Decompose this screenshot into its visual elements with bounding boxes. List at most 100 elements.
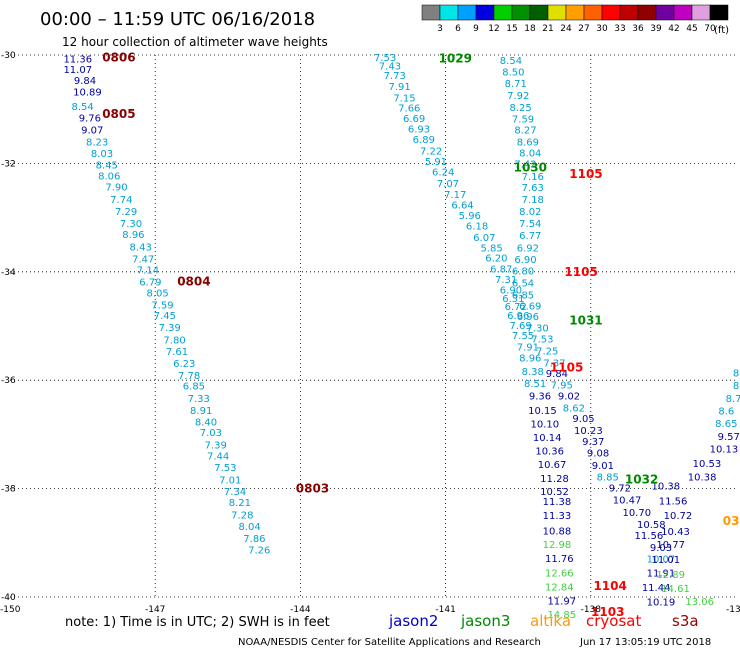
wave-height-label: 6.54 <box>512 279 534 290</box>
wave-height-label: 9.03 <box>650 543 672 554</box>
wave-height-label: 6.80 <box>512 267 534 278</box>
wave-height-label: 7.16 <box>522 172 544 183</box>
wave-height-label: 14.61 <box>661 584 690 595</box>
wave-height-label: 10.53 <box>693 459 722 470</box>
colorbar-unit-label: (ft) <box>714 25 729 36</box>
wave-height-label: 7.69 <box>509 321 531 332</box>
wave-height-label: 10.58 <box>637 520 666 531</box>
track-track-b: 7.537.437.737.917.157.666.696.936.897.22… <box>374 53 576 621</box>
wave-height-label: 10.13 <box>710 444 739 455</box>
wave-height-label: 11.36 <box>63 54 92 65</box>
wave-height-label: 9.01 <box>592 461 614 472</box>
wave-height-label: 8.51 <box>524 379 546 390</box>
wave-height-label: 6.20 <box>485 254 507 265</box>
wave-height-label: 7.55 <box>512 331 534 342</box>
wave-height-label: 12.84 <box>545 583 574 594</box>
longitude-tick-label: -144 <box>290 605 311 615</box>
longitude-tick-label: -147 <box>145 605 165 615</box>
wave-height-label: 7.30 <box>120 219 142 230</box>
wave-height-label: 8.25 <box>509 103 531 114</box>
colorbar-tick-label: 3 <box>437 24 443 34</box>
colorbar-swatch <box>529 4 549 21</box>
colorbar-swatch <box>421 4 441 21</box>
colorbar-swatch <box>583 4 603 21</box>
wave-height-label: 6.89 <box>413 135 435 146</box>
wave-height-label: 5.85 <box>480 243 502 254</box>
wave-height-label: 7.91 <box>517 343 539 354</box>
wave-height-label: 11.97 <box>547 596 576 607</box>
wave-height-label: 10.88 <box>543 526 572 537</box>
wave-height-label: 9.76 <box>79 113 101 124</box>
satellite-legend: jason2 jason3 altika cryosat s3a <box>388 612 699 630</box>
wave-height-label: 8.05 <box>146 288 168 299</box>
wave-height-label: 8.69 <box>517 138 539 149</box>
wave-height-label: 7.39 <box>205 441 227 452</box>
wave-height-label: 10.43 <box>661 527 690 538</box>
pass-time-label: 1103 <box>591 605 624 619</box>
wave-height-label: 6.79 <box>139 278 161 289</box>
wave-height-label: 11.91 <box>647 569 676 580</box>
colorbar-tick-label: 27 <box>578 24 589 34</box>
colorbar-swatch <box>475 4 495 21</box>
wave-height-label: 9.36 <box>529 391 551 402</box>
footer-note: note: 1) Time is in UTC; 2) SWH is in fe… <box>65 615 330 630</box>
colorbar-tick-label: 30 <box>596 24 608 34</box>
wave-height-label: 7.30 <box>526 324 548 335</box>
wave-height-label: 9.72 <box>609 484 631 495</box>
wave-height-label: 7.86 <box>243 534 265 545</box>
wave-height-label: 7.47 <box>132 254 154 265</box>
wave-height-label: 8.96 <box>122 230 144 241</box>
colorbar-tick-label: 36 <box>632 24 644 34</box>
wave-height-label: 7.34 <box>224 487 246 498</box>
legend-jason2: jason2 <box>388 612 438 630</box>
wave-height-label: 9.37 <box>582 437 604 448</box>
track-track-c: 8.548.508.717.928.257.598.27 8.698.047.42… <box>500 56 675 608</box>
wave-height-label: 5.96 <box>459 211 481 222</box>
pass-time-labels: 0806 0805 0804 0803 1029 1030 1031 1032 1105 1105… <box>102 51 739 619</box>
wave-height-label: 10.72 <box>664 511 693 522</box>
latitude-tick-label: -32 <box>1 159 16 169</box>
wave-height-label: 7.92 <box>507 91 529 102</box>
wave-height-label: 7.29 <box>115 207 137 218</box>
footer-timestamp: Jun 17 13:05:19 UTC 2018 <box>579 637 711 648</box>
wave-height-label: 10.47 <box>613 495 642 506</box>
wave-height-label: 13.06 <box>685 597 714 608</box>
pass-time-label: 03 <box>723 514 740 528</box>
wave-height-label: 6.90 <box>514 255 536 266</box>
wave-height-label: 8.7 <box>726 394 740 405</box>
wave-height-label: 6.18 <box>466 222 488 233</box>
wave-height-label: 7.73 <box>384 71 406 82</box>
pass-time-label: 0805 <box>102 107 135 121</box>
pass-time-label: 1032 <box>625 472 658 486</box>
wave-height-label: 6.69 <box>403 114 425 125</box>
wave-height-label: 7.45 <box>154 311 176 322</box>
x-axis-corner-left: -150 <box>0 605 21 615</box>
wave-height-label: 7.03 <box>200 428 222 439</box>
pass-time-label: 1104 <box>593 579 626 593</box>
axis-labels: -147 -144 -141 -138 -30 -32 -34 -36 -38 -40 <box>1 51 601 615</box>
colorbar-swatch <box>673 4 693 21</box>
wave-height-label: 8.04 <box>519 149 541 160</box>
colorbar-tick-label: 6 <box>455 24 461 34</box>
wave-height-label: 11.33 <box>543 511 572 522</box>
colorbar-tick-label: 9 <box>473 24 479 34</box>
track-track-a: 11.3611.079.8410.898.549.769.078.238.038… <box>63 54 270 556</box>
colorbar-tick-label: 45 <box>686 24 697 34</box>
wave-height-label: 7.80 <box>163 336 185 347</box>
wave-height-label: 7.91 <box>388 82 410 93</box>
map-grid <box>10 54 736 598</box>
map-subtitle: 12 hour collection of altimeter wave hei… <box>62 35 328 49</box>
wave-height-label: 7.63 <box>522 183 544 194</box>
colorbar-swatch <box>709 4 729 21</box>
wave-height-label: 6.85 <box>183 382 205 393</box>
wave-height-label: 6.92 <box>517 243 539 254</box>
map-title: 00:00 – 11:59 UTC 06/16/2018 <box>40 9 315 30</box>
wave-height-label: 6.07 <box>473 233 495 244</box>
colorbar-tick-label: 24 <box>560 24 572 34</box>
wave-height-label: 7.28 <box>231 511 253 522</box>
wave-height-label: 10.07 <box>647 555 676 566</box>
colorbar-tick-label: 70 <box>704 24 716 34</box>
longitude-tick-label: -141 <box>435 605 455 615</box>
